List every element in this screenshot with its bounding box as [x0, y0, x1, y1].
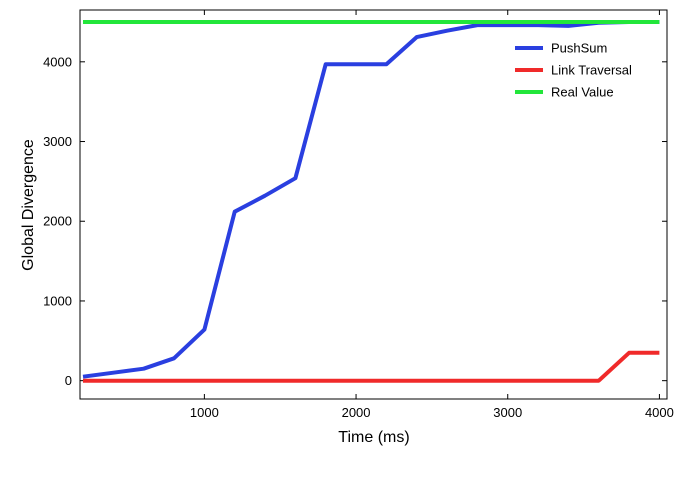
y-tick-label: 3000	[43, 134, 72, 149]
plot-frame	[79, 9, 668, 400]
y-axis-title: Global Divergence	[20, 139, 37, 271]
y-tick-label: 0	[65, 373, 72, 388]
x-tick-label: 3000	[493, 405, 522, 420]
series-group	[82, 20, 660, 383]
series-line-link-traversal	[83, 350, 660, 383]
series-line-pushsum	[82, 20, 660, 379]
x-axis-title: Time (ms)	[338, 429, 409, 446]
legend-label-pushsum: PushSum	[551, 41, 607, 56]
y-tick-label: 4000	[43, 54, 72, 69]
x-tick-label: 1000	[190, 405, 219, 420]
x-tick-label: 2000	[342, 405, 371, 420]
ticks-group: 0 1000 2000 3000 4000 1000 2000 3000 4000	[43, 10, 674, 420]
legend-label-real-value: Real Value	[551, 85, 614, 100]
y-tick-label: 1000	[43, 293, 72, 308]
y-tick-label: 2000	[43, 214, 72, 229]
x-tick-label: 4000	[645, 405, 674, 420]
legend-label-link-traversal: Link Traversal	[551, 63, 632, 78]
legend: PushSum Link Traversal Real Value	[515, 41, 632, 100]
